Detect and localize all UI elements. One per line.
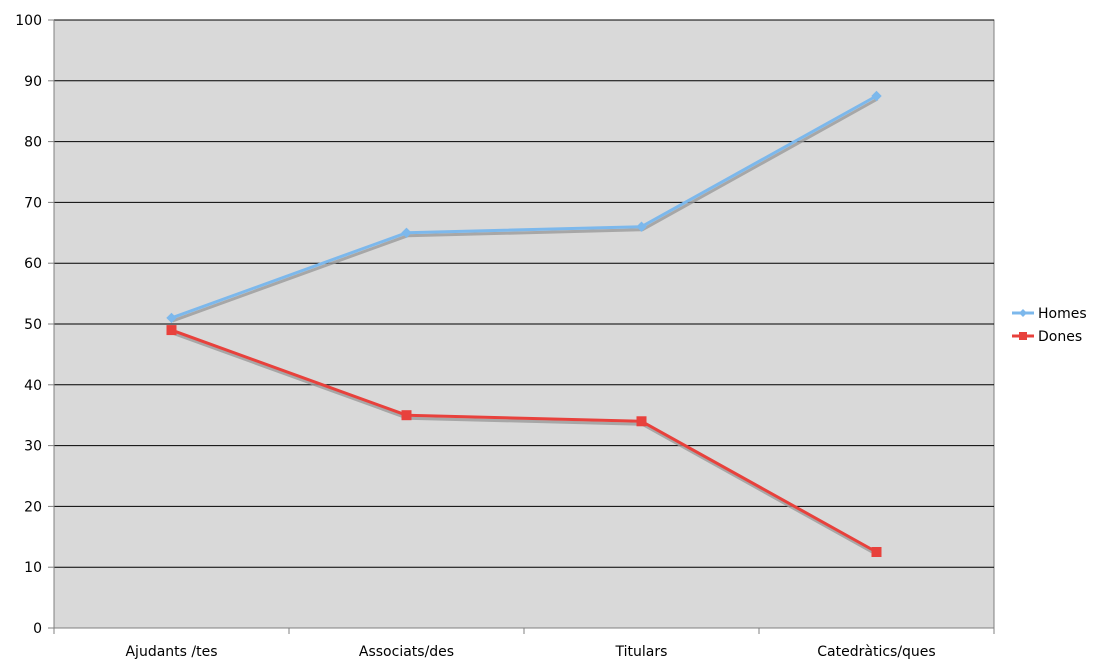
data-point (401, 227, 412, 239)
x-tick-label: Titulars (615, 644, 668, 660)
y-tick-label: 60 (24, 256, 42, 272)
series-line-shadow (171, 331, 879, 557)
y-tick-label: 90 (24, 74, 42, 90)
y-tick-label: 30 (24, 439, 42, 455)
y-tick-label: 40 (24, 378, 42, 394)
legend-label: Homes (1038, 306, 1087, 322)
data-point (401, 410, 412, 421)
x-tick-label: Ajudants /tes (125, 644, 217, 660)
x-tick-label: Associats/des (359, 644, 454, 660)
series-line (170, 328, 878, 554)
legend: Homes Dones (1012, 306, 1087, 345)
y-tick-label: 0 (33, 621, 42, 637)
x-tick-label: Catedràtics/ques (817, 644, 935, 660)
y-tick-label: 50 (24, 317, 42, 333)
data-point (871, 90, 882, 102)
legend-label: Dones (1038, 329, 1082, 345)
series-homes (166, 90, 882, 324)
gridlines (54, 19, 994, 568)
series (166, 90, 882, 557)
y-tick-label: 80 (24, 135, 42, 151)
data-point (636, 221, 647, 232)
y-tick-label: 70 (24, 195, 42, 211)
data-point (166, 325, 177, 336)
legend-entry: Dones (1012, 329, 1082, 345)
y-tick-label: 20 (24, 499, 42, 515)
data-point (166, 312, 177, 324)
data-point (636, 416, 647, 427)
legend-entry: Homes (1012, 306, 1087, 322)
y-tick-label: 10 (24, 560, 42, 576)
series-line (170, 94, 878, 320)
data-point (871, 547, 882, 557)
legend-swatch-marker (1019, 309, 1027, 317)
series-line-shadow (171, 97, 879, 323)
axes: 0 10 20 30 40 50 60 70 80 90 100 Ajudants /tes Assoc… (15, 13, 995, 660)
legend-swatch-marker (1019, 332, 1027, 340)
y-tick-label: 100 (15, 13, 42, 29)
series-dones (166, 325, 882, 557)
